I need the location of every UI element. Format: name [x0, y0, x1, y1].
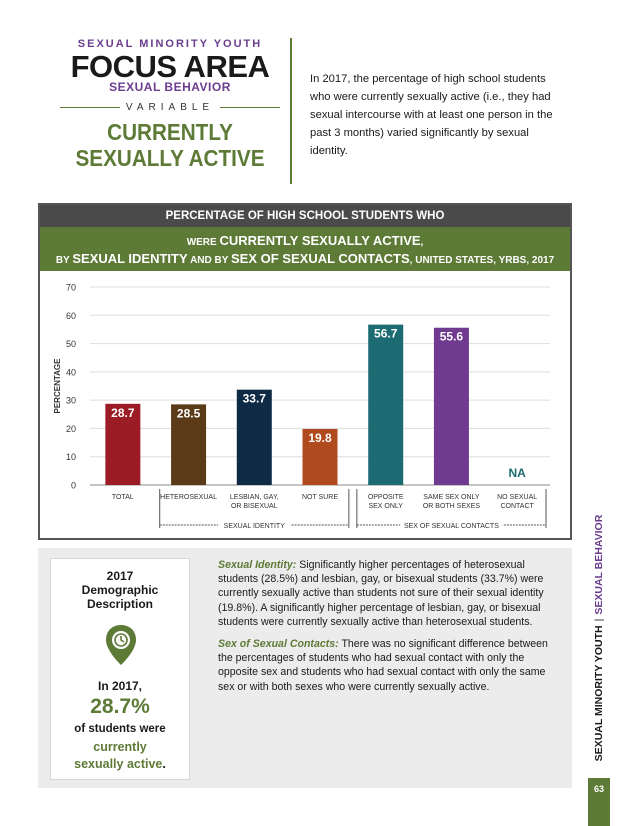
finding-body: There was no significant difference betw… [218, 638, 548, 693]
chart-header-emph: SEX OF SEXUAL CONTACTS [231, 251, 410, 266]
finding-body: Significantly higher percentages of hete… [218, 559, 544, 628]
eyebrow-text: SEXUAL MINORITY YOUTH [77, 38, 263, 50]
bar-value-label: 55.6 [440, 330, 464, 344]
divider [60, 107, 120, 108]
x-tick-label: OR BOTH SEXES [423, 503, 481, 510]
x-tick-label: SEX ONLY [368, 503, 403, 510]
chart-header-line2: WERE CURRENTLY SEXUALLY ACTIVE, [40, 233, 570, 251]
group-label-bg [218, 520, 291, 530]
chart-panel: PERCENTAGE OF HIGH SCHOOL STUDENTS WHO W… [38, 203, 572, 540]
x-tick-label: HETEROSEXUAL [160, 494, 217, 501]
chart-header-emph: CURRENTLY SEXUALLY ACTIVE [219, 233, 421, 248]
bar-value-label: 28.7 [111, 406, 135, 420]
finding-lead: Sexual Identity: [218, 559, 297, 571]
bar-value-label: 33.7 [243, 392, 267, 406]
y-tick-label: 10 [66, 452, 76, 462]
demographic-currently-l2-text: sexually active [74, 757, 163, 771]
page-number: 63 [588, 778, 610, 826]
findings-text: Sexual Identity: Significantly higher pe… [218, 558, 563, 702]
demographic-title-l2: Demographic [81, 583, 159, 597]
bar-value-label: 56.7 [374, 327, 398, 341]
y-tick-label: 0 [71, 481, 76, 491]
demographic-title-l3: Description [86, 597, 153, 611]
chart-header-emph: SEXUAL IDENTITY [72, 251, 188, 266]
demographic-currently-end: . [162, 757, 166, 771]
x-tick-label: LESBIAN, GAY, [230, 494, 279, 501]
variable-row: VARIABLE [60, 102, 281, 113]
group-label: SEX OF SEXUAL CONTACTS [404, 523, 499, 530]
x-tick-label: CONTACT [500, 503, 534, 510]
chart-header-text: AND BY [187, 255, 232, 266]
chart-header-line1: PERCENTAGE OF HIGH SCHOOL STUDENTS WHO [40, 205, 570, 227]
chart-header-text: WERE [186, 237, 220, 248]
demographic-currently-l2: sexually active. [51, 756, 189, 773]
x-tick-label: NOT SURE [302, 494, 338, 501]
group-label-bg [400, 520, 503, 530]
demographic-currently-l1: currently [93, 740, 147, 754]
bar [302, 428, 338, 485]
page-title: CURRENTLY SEXUALLY ACTIVE [71, 119, 269, 171]
finding-lead: Sex of Sexual Contacts: [218, 638, 339, 651]
bar [171, 404, 207, 485]
sidebar-separator: | [593, 618, 605, 622]
finding-sexual-identity: Sexual Identity: Significantly higher pe… [218, 558, 563, 629]
group-label: SEXUAL IDENTITY [224, 523, 286, 530]
x-tick-label: SAME SEX ONLY [423, 494, 480, 501]
subtitle: SEXUAL BEHAVIOR [109, 80, 231, 94]
demographic-currently: currently sexually active. [51, 739, 189, 773]
y-tick-label: 30 [66, 396, 76, 406]
y-tick-label: 50 [66, 339, 76, 349]
bar-value-label: NA [508, 466, 526, 480]
bar [236, 389, 272, 485]
focus-area-header: SEXUAL MINORITY YOUTH FOCUS AREA SEXUAL … [60, 38, 281, 171]
header-divider [290, 38, 292, 184]
y-tick-label: 60 [66, 311, 76, 321]
x-tick-label: TOTAL [112, 494, 134, 501]
demographic-section: 2017 Demographic Description In 2017, 28… [38, 548, 572, 788]
demographic-title: 2017 Demographic Description [51, 569, 189, 611]
chart-header-band: WERE CURRENTLY SEXUALLY ACTIVE, BY SEXUA… [40, 227, 570, 271]
demographic-of-students: of students were [74, 723, 166, 735]
bar-value-label: 19.8 [308, 431, 332, 445]
finding-sex-contacts: Sex of Sexual Contacts: There was no sig… [218, 637, 563, 694]
sidebar-left-text: SEXUAL MINORITY YOUTH [593, 625, 605, 762]
y-axis-label: PERCENTAGE [53, 358, 62, 414]
sidebar-right-text: SEXUAL BEHAVIOR [593, 514, 605, 615]
page-title-line1: CURRENTLY [107, 119, 233, 145]
divider [220, 107, 281, 108]
demographic-percent: 28.7% [90, 695, 150, 718]
demographic-year: In 2017, [97, 679, 143, 693]
chart-header-text: , UNITED STATES, YRBS, 2017 [409, 255, 555, 266]
location-pin-icon [106, 625, 136, 665]
vertical-sidebar: SEXUAL MINORITY YOUTH | SEXUAL BEHAVIOR [588, 500, 610, 776]
page-title-line2: SEXUALLY ACTIVE [75, 145, 265, 171]
chart-header-text: , [420, 237, 424, 248]
sidebar-label: SEXUAL MINORITY YOUTH | SEXUAL BEHAVIOR [593, 515, 605, 762]
bar [368, 324, 404, 485]
chart-header-text: BY [55, 255, 73, 266]
bar [433, 327, 469, 485]
bar-chart: 0 10 20 30 40 50 60 70 PERCENTAGE 28.7 TOTAL 28.5 HE… [53, 283, 550, 530]
intro-text: In 2017, the percentage of high school s… [310, 73, 553, 157]
y-tick-label: 70 [66, 283, 76, 293]
brand-title: FOCUS AREA [70, 49, 270, 84]
demographic-card: 2017 Demographic Description In 2017, 28… [50, 558, 190, 780]
y-tick-label: 20 [66, 424, 76, 434]
demographic-title-year: 2017 [106, 569, 134, 583]
bar-value-label: 28.5 [177, 406, 201, 420]
x-tick-label: OR BISEXUAL [231, 503, 278, 510]
bar [105, 403, 141, 485]
x-tick-label: NO SEXUAL [497, 494, 537, 501]
variable-label: VARIABLE [125, 102, 215, 113]
chart-header-line3: BY SEXUAL IDENTITY AND BY SEX OF SEXUAL … [40, 251, 570, 269]
y-tick-label: 40 [66, 367, 76, 377]
x-tick-label: OPPOSITE [368, 494, 404, 501]
